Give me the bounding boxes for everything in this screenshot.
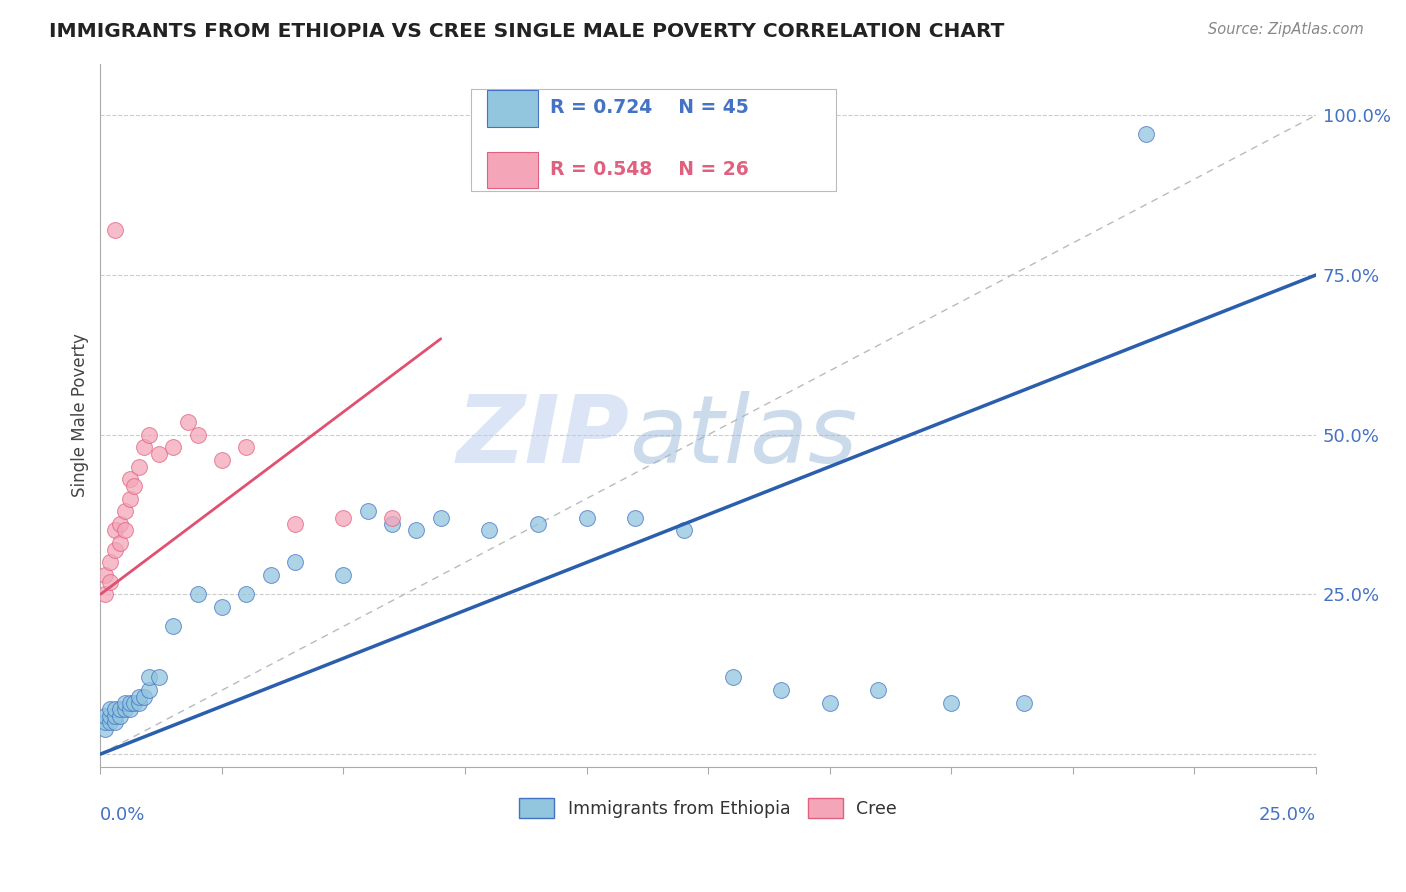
Point (104, 524, 127, 538)
Point (381, 517, 404, 532)
Point (94, 568, 117, 582)
Point (98, 708, 121, 723)
Point (134, 690, 156, 704)
Point (138, 670, 160, 684)
Point (211, 600, 233, 615)
Point (148, 670, 170, 684)
Point (98, 715, 121, 730)
Point (284, 517, 307, 532)
Point (478, 524, 501, 538)
FancyBboxPatch shape (486, 90, 538, 127)
Y-axis label: Single Male Poverty: Single Male Poverty (72, 334, 89, 498)
Point (575, 510, 598, 524)
Point (128, 690, 150, 704)
Point (128, 696, 150, 710)
Point (108, 708, 131, 723)
Point (114, 702, 136, 716)
Point (94, 708, 117, 723)
Point (405, 524, 427, 538)
Point (235, 441, 257, 455)
Point (104, 715, 127, 730)
Point (114, 696, 136, 710)
Point (148, 447, 170, 461)
Point (332, 568, 354, 582)
Point (134, 441, 156, 455)
FancyBboxPatch shape (471, 88, 835, 191)
Point (187, 427, 209, 442)
Point (818, 696, 841, 710)
Point (332, 510, 354, 524)
Point (104, 542, 127, 557)
Point (1135, 128, 1157, 142)
Point (104, 223, 127, 237)
Point (124, 696, 146, 710)
Text: Source: ZipAtlas.com: Source: ZipAtlas.com (1208, 22, 1364, 37)
Point (94, 722, 117, 736)
Point (1014, 696, 1036, 710)
Point (868, 683, 890, 698)
Legend: Immigrants from Ethiopia, Cree: Immigrants from Ethiopia, Cree (512, 791, 904, 825)
Point (94, 715, 117, 730)
Point (162, 441, 184, 455)
Point (118, 472, 141, 486)
Point (114, 524, 136, 538)
FancyBboxPatch shape (486, 152, 538, 188)
Point (108, 702, 131, 716)
Point (118, 491, 141, 506)
Text: R = 0.724    N = 45: R = 0.724 N = 45 (550, 98, 749, 117)
Point (128, 459, 150, 474)
Point (98, 702, 121, 716)
Point (138, 683, 160, 698)
Point (284, 556, 307, 570)
Point (259, 568, 281, 582)
Point (941, 696, 963, 710)
Point (162, 619, 184, 633)
Point (624, 510, 647, 524)
Text: IMMIGRANTS FROM ETHIOPIA VS CREE SINGLE MALE POVERTY CORRELATION CHART: IMMIGRANTS FROM ETHIOPIA VS CREE SINGLE … (49, 22, 1004, 41)
Point (108, 536, 131, 550)
Point (721, 670, 744, 684)
Point (94, 587, 117, 601)
Point (177, 415, 200, 429)
Point (118, 696, 141, 710)
Point (187, 587, 209, 601)
Point (211, 453, 233, 467)
Text: 0.0%: 0.0% (100, 805, 146, 823)
Point (770, 683, 793, 698)
Point (124, 479, 146, 493)
Point (235, 587, 257, 601)
Text: 25.0%: 25.0% (1258, 805, 1316, 823)
Point (527, 517, 550, 532)
Point (381, 510, 404, 524)
Text: ZIP: ZIP (457, 391, 628, 483)
Point (98, 556, 121, 570)
Text: atlas: atlas (628, 391, 858, 482)
Point (114, 504, 136, 518)
Point (429, 510, 451, 524)
Point (118, 702, 141, 716)
Point (104, 708, 127, 723)
Text: R = 0.548    N = 26: R = 0.548 N = 26 (550, 160, 749, 179)
Point (138, 427, 160, 442)
Point (104, 702, 127, 716)
Point (108, 517, 131, 532)
Point (672, 524, 695, 538)
Point (98, 574, 121, 589)
Point (357, 504, 380, 518)
